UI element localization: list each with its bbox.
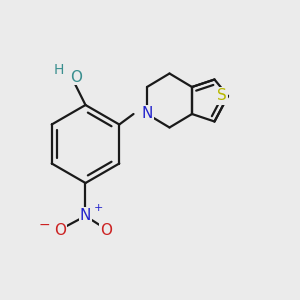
Text: S: S xyxy=(217,88,227,104)
Text: O: O xyxy=(100,223,112,238)
Text: O: O xyxy=(54,223,66,238)
Text: N: N xyxy=(141,106,153,122)
Text: O: O xyxy=(70,70,82,85)
Text: N: N xyxy=(80,208,91,224)
Text: +: + xyxy=(93,202,103,213)
Text: H: H xyxy=(53,64,64,77)
Text: −: − xyxy=(38,218,50,231)
